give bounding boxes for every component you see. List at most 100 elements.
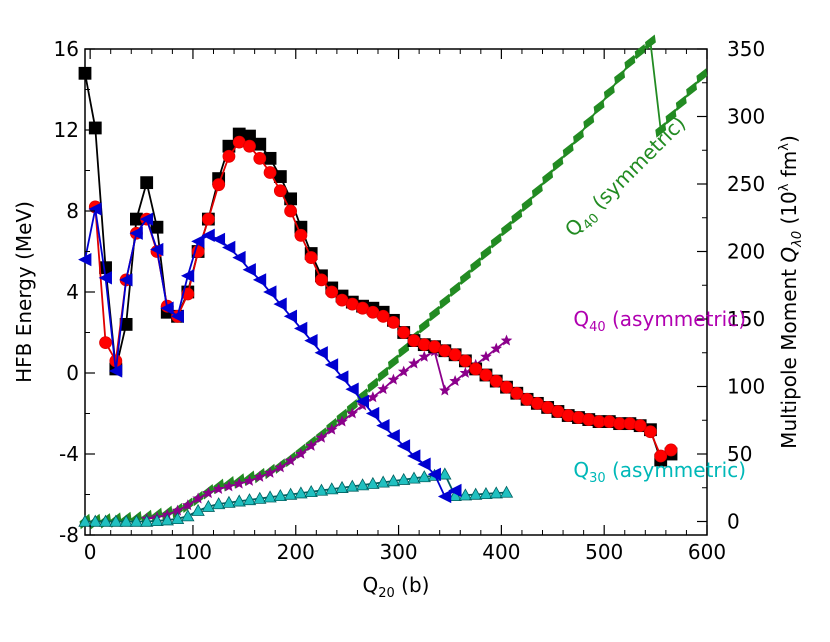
annotation-rest: (symmetric) xyxy=(583,111,691,219)
data-point xyxy=(367,391,379,403)
x-tick-label: 400 xyxy=(482,540,520,564)
data-point xyxy=(417,470,431,483)
data-point xyxy=(325,482,339,495)
data-point xyxy=(274,461,287,473)
data-point xyxy=(150,242,164,257)
data-point xyxy=(501,220,512,237)
data-point xyxy=(593,99,605,115)
data-point xyxy=(160,513,174,526)
data-point xyxy=(315,431,328,443)
data-point xyxy=(437,489,452,504)
data-point xyxy=(438,467,452,480)
data-point xyxy=(448,483,462,498)
data-point xyxy=(191,234,205,249)
data-point xyxy=(253,491,267,504)
x-tick-label: 100 xyxy=(174,540,212,564)
data-point xyxy=(335,370,349,384)
data-point xyxy=(644,425,657,439)
y-right-axis-title-open: (10 xyxy=(777,191,801,231)
data-point xyxy=(170,309,184,323)
y-right-tick-label: 300 xyxy=(727,105,765,129)
data-point xyxy=(263,285,277,299)
data-point xyxy=(88,121,102,135)
data-point xyxy=(582,413,596,426)
data-point xyxy=(624,54,636,71)
data-point xyxy=(561,409,575,422)
data-point xyxy=(377,383,389,395)
data-point xyxy=(418,318,430,334)
data-point xyxy=(315,273,328,287)
annotation-rest: (asymmetric) xyxy=(606,307,746,331)
data-point xyxy=(398,342,410,358)
data-point xyxy=(336,415,348,427)
data-point xyxy=(480,350,492,362)
data-point xyxy=(449,375,461,387)
data-point xyxy=(181,509,195,522)
y-right-tick-label: 350 xyxy=(727,37,765,61)
data-point xyxy=(645,34,656,50)
data-point xyxy=(254,470,266,482)
data-point xyxy=(150,220,164,234)
data-point xyxy=(583,114,595,130)
series-layer xyxy=(78,34,708,530)
data-point xyxy=(499,485,514,498)
data-point xyxy=(129,514,144,527)
data-point xyxy=(242,493,257,506)
series-3 xyxy=(79,34,708,530)
x-axis-title-unit: (b) xyxy=(395,573,430,597)
annotation-main: Q xyxy=(573,307,589,331)
data-point xyxy=(119,273,133,287)
data-point xyxy=(294,321,308,336)
data-point xyxy=(150,514,164,527)
data-point xyxy=(355,394,369,408)
data-point xyxy=(479,368,493,382)
data-point xyxy=(458,488,473,501)
data-point xyxy=(335,480,349,493)
data-point xyxy=(294,486,308,499)
data-point xyxy=(387,373,400,385)
y-left-tick-label: 12 xyxy=(54,118,79,142)
data-point xyxy=(202,487,215,499)
data-point xyxy=(427,467,441,481)
data-point xyxy=(263,490,277,503)
data-point xyxy=(386,474,401,487)
data-point xyxy=(602,415,616,429)
data-point xyxy=(623,417,637,431)
data-point xyxy=(192,492,204,504)
data-point xyxy=(407,471,421,484)
y-left-tick-label: 8 xyxy=(66,199,79,223)
data-point xyxy=(396,439,411,453)
data-point xyxy=(469,362,483,376)
y-right-axis-title: Multipole Moment Qλ0 (10λ fmλ) xyxy=(777,135,805,449)
data-point xyxy=(211,232,226,246)
data-point xyxy=(634,43,646,60)
data-point xyxy=(480,245,492,261)
data-point xyxy=(489,486,503,499)
data-point xyxy=(88,202,102,216)
data-point xyxy=(182,499,194,511)
data-point xyxy=(664,443,678,457)
data-point xyxy=(273,184,287,198)
data-point xyxy=(109,514,123,527)
series-line xyxy=(84,73,651,431)
data-point xyxy=(572,411,585,424)
data-point xyxy=(170,511,185,524)
data-point xyxy=(222,149,236,163)
data-point xyxy=(376,309,390,323)
x-tick-label: 0 xyxy=(84,540,97,564)
data-point xyxy=(531,183,543,199)
data-point xyxy=(490,342,503,354)
data-point xyxy=(108,364,123,378)
data-point xyxy=(129,226,143,240)
data-point xyxy=(542,169,554,185)
data-point xyxy=(346,407,359,419)
y-left-tick-label: -8 xyxy=(59,523,79,547)
y-left-axis-title: HFB Energy (MeV) xyxy=(12,201,36,383)
data-point xyxy=(696,68,708,84)
y-right-tick-label: 250 xyxy=(727,172,765,196)
data-point xyxy=(243,474,256,486)
y-right-axis-title-q: Q xyxy=(777,247,801,263)
data-point xyxy=(479,487,493,500)
data-point xyxy=(233,477,245,489)
data-point xyxy=(304,484,318,498)
